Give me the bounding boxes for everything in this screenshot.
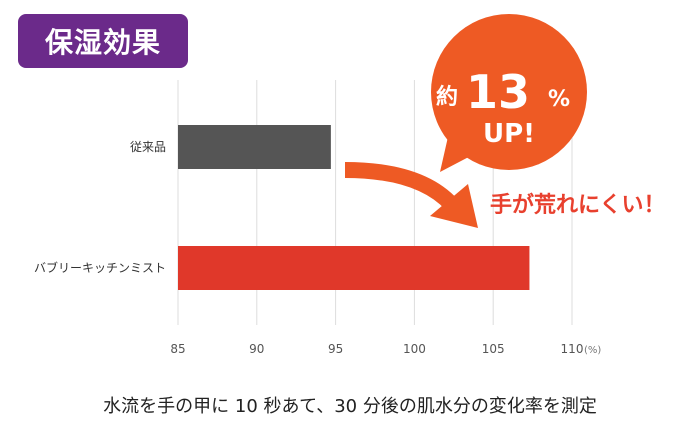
bar xyxy=(178,125,331,169)
x-tick-label: 90 xyxy=(249,342,264,356)
callout-bubble: 約 13 % UP! xyxy=(431,14,587,172)
x-unit-label: (%) xyxy=(584,345,601,356)
bar xyxy=(178,246,530,290)
title-badge: 保湿効果 xyxy=(18,14,188,68)
category-label: 従来品 xyxy=(130,140,166,154)
x-tick-label: 85 xyxy=(170,342,185,356)
caption: 水流を手の甲に 10 秒あて、30 分後の肌水分の変化率を測定 xyxy=(103,396,597,417)
x-tick-label: 95 xyxy=(328,342,343,356)
x-tick-label: 110 xyxy=(561,342,584,356)
x-tick-label: 100 xyxy=(403,342,426,356)
slogan: 手が荒れにくい！ xyxy=(490,192,666,218)
callout-number: 13 xyxy=(466,65,530,119)
callout-up: UP! xyxy=(483,119,535,149)
callout-percent: % xyxy=(548,87,570,112)
category-label: バブリーキッチンミスト xyxy=(34,260,166,275)
callout-prefix: 約 xyxy=(436,84,458,110)
x-tick-label: 105 xyxy=(482,342,505,356)
arrow-icon xyxy=(344,162,478,228)
page-title: 保湿効果 xyxy=(44,26,161,59)
